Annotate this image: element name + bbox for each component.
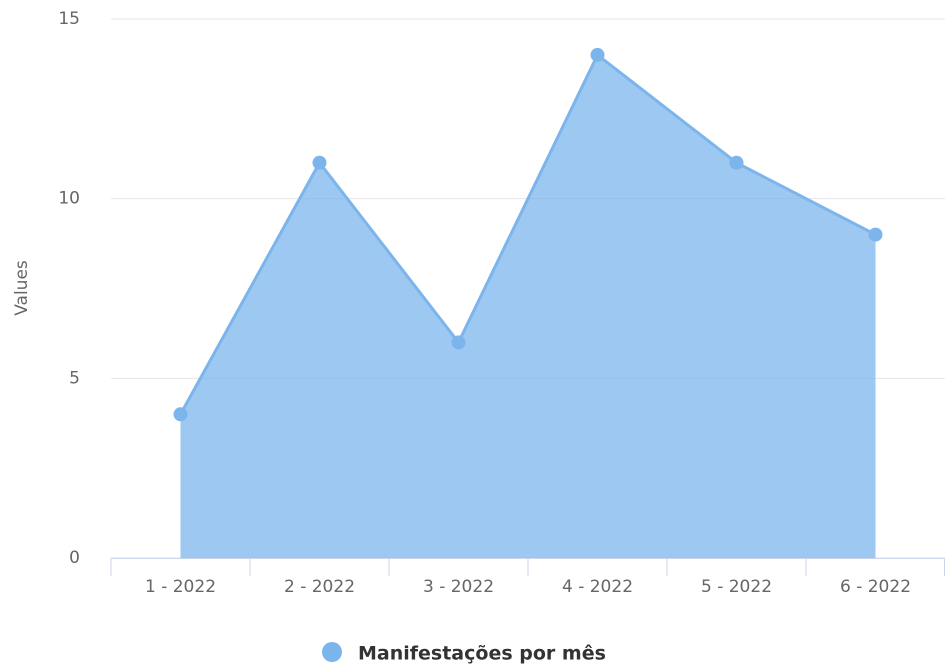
x-tick-label: 4 - 2022 (562, 577, 633, 597)
legend-symbol (322, 642, 342, 662)
point (868, 227, 883, 242)
y-tick-label: 0 (69, 548, 80, 568)
x-tick-label: 3 - 2022 (423, 577, 494, 597)
legend-label: Manifestações por mês (358, 643, 606, 665)
x-tick-label: 1 - 2022 (145, 577, 216, 597)
point (173, 407, 188, 422)
point (590, 47, 605, 62)
area (180, 54, 876, 558)
y-tick-label: 10 (58, 189, 80, 209)
x-tick-label: 5 - 2022 (701, 577, 772, 597)
line (179, 52, 877, 415)
point (312, 155, 327, 170)
point (729, 155, 744, 170)
y-tick-label: 15 (58, 9, 80, 29)
point (451, 335, 466, 350)
x-tick-label: 6 - 2022 (840, 577, 911, 597)
x-tick-label: 2 - 2022 (284, 577, 355, 597)
y-tick-label: 5 (69, 368, 80, 388)
y-axis-title: Values (12, 260, 32, 316)
